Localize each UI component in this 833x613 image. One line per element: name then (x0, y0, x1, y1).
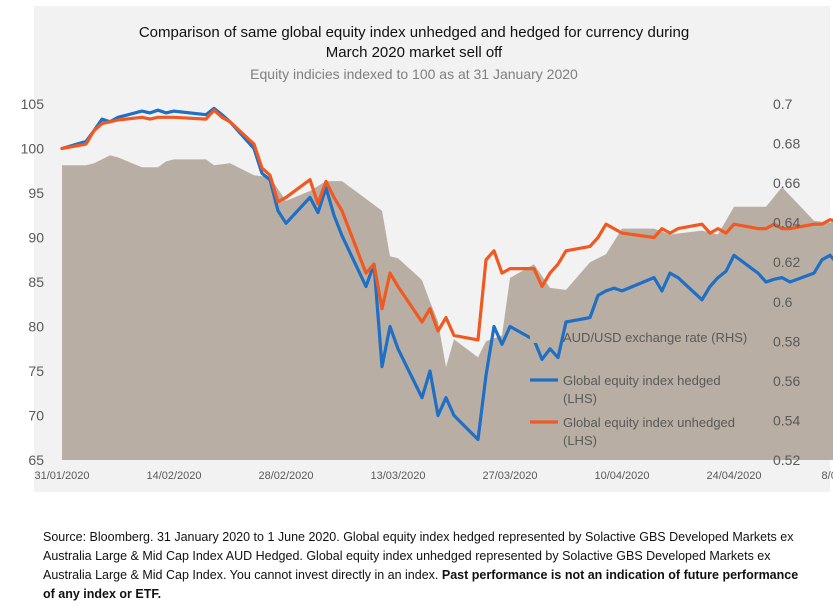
right-axis-tick-label: 0.66 (773, 175, 800, 191)
source-disclaimer: Past performance is not an indication of… (43, 568, 799, 601)
source-text: Source: Bloomberg. 31 January 2020 to 1 … (43, 530, 794, 582)
chart: Comparison of same global equity index u… (21, 24, 833, 482)
legend-label-unhedged-axis: (LHS) (563, 433, 597, 448)
legend-label-unhedged: Global equity index unhedged (563, 415, 735, 430)
chart-title-line-2: March 2020 market sell off (326, 44, 503, 61)
x-axis-tick-label: 13/03/2020 (370, 470, 425, 482)
right-axis-tick-label: 0.54 (773, 412, 800, 428)
left-axis-tick-label: 75 (28, 363, 44, 379)
right-axis-tick-label: 0.7 (773, 96, 793, 112)
plot-area (60, 106, 833, 460)
x-axis-tick-label: 31/01/2020 (34, 470, 89, 482)
right-axis-tick-label: 0.68 (773, 136, 800, 152)
legend-label-hedged-axis: (LHS) (563, 391, 597, 406)
x-axis-tick-label: 10/04/2020 (594, 470, 649, 482)
left-axis-tick-label: 70 (28, 408, 44, 424)
left-axis-tick-label: 100 (21, 141, 45, 157)
legend-label-hedged: Global equity index hedged (563, 373, 721, 388)
right-axis-tick-label: 0.52 (773, 452, 800, 468)
series-aud-usd-area (62, 155, 833, 460)
x-axis-tick-label: 8/05/2020 (822, 470, 833, 482)
right-axis-tick-label: 0.56 (773, 373, 800, 389)
x-axis-tick-label: 24/04/2020 (706, 470, 761, 482)
legend: AUD/USD exchange rate (RHS) Global equity… (530, 330, 747, 448)
x-axis-tick-label: 28/02/2020 (258, 470, 313, 482)
axes: 65 70 75 80 85 90 95 100 105 0.52 0.54 0.56 0.58 0.6 0… (21, 96, 833, 482)
right-axis-tick-label: 0.64 (773, 215, 800, 231)
series-unhedged-line (60, 108, 833, 342)
left-axis-tick-label: 65 (28, 452, 44, 468)
chart-title-line-1: Comparison of same global equity index u… (139, 24, 689, 41)
left-axis-tick-label: 105 (21, 96, 45, 112)
left-axis-tick-label: 90 (28, 230, 44, 246)
right-axis-tick-label: 0.62 (773, 254, 800, 270)
x-axis-tick-label: 27/03/2020 (482, 470, 537, 482)
right-axis-tick-label: 0.58 (773, 333, 800, 349)
legend-swatch-aud-usd (530, 331, 558, 343)
left-axis-tick-label: 80 (28, 319, 44, 335)
left-axis-tick-label: 85 (28, 274, 44, 290)
chart-subtitle: Equity indicies indexed to 100 as at 31 … (250, 66, 578, 82)
right-axis-tick-label: 0.6 (773, 294, 793, 310)
legend-label-aud-usd: AUD/USD exchange rate (RHS) (563, 330, 747, 345)
left-axis-tick-label: 95 (28, 185, 44, 201)
x-axis-tick-label: 14/02/2020 (146, 470, 201, 482)
source-note: Source: Bloomberg. 31 January 2020 to 1 … (43, 528, 803, 604)
